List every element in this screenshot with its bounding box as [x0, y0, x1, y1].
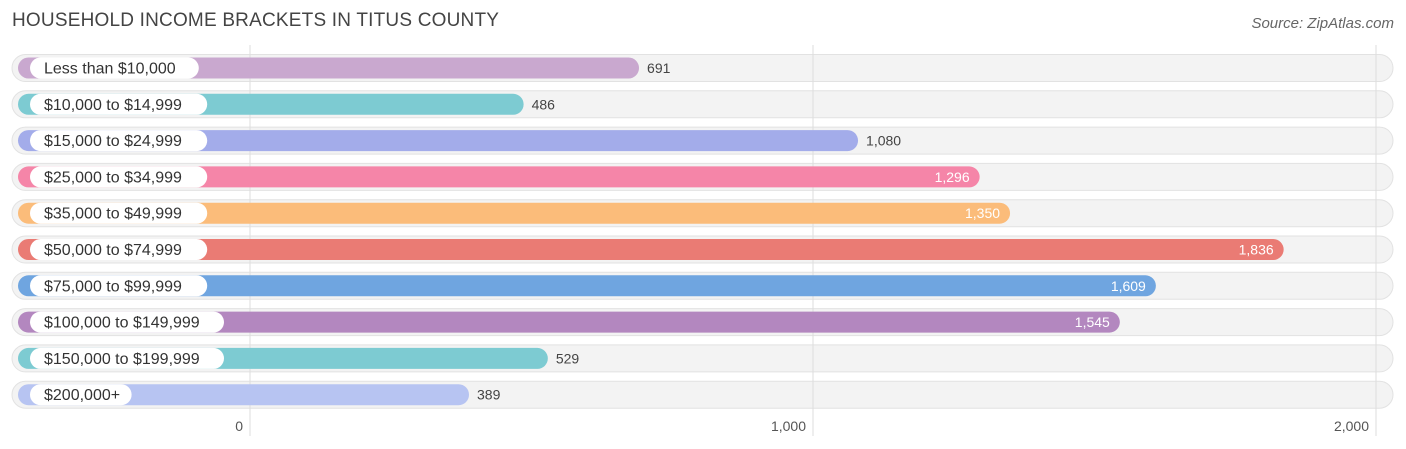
value-label: 529 [556, 350, 580, 366]
x-tick-label: 0 [235, 418, 243, 434]
category-label: $200,000+ [44, 387, 120, 404]
x-tick-label: 1,000 [771, 418, 806, 434]
chart-source: Source: ZipAtlas.com [1251, 15, 1394, 32]
value-label: 1,609 [1111, 278, 1146, 294]
value-label: 1,080 [866, 133, 901, 149]
category-label: $35,000 to $49,999 [44, 206, 182, 223]
value-label: 691 [647, 60, 671, 76]
value-label: 486 [532, 96, 556, 112]
x-tick-label: 2,000 [1334, 418, 1369, 434]
category-label-background [30, 130, 208, 152]
category-label: $50,000 to $74,999 [44, 242, 182, 259]
value-label: 1,836 [1239, 242, 1274, 258]
category-label-background [30, 384, 132, 406]
bar [18, 239, 1284, 260]
category-label: $25,000 to $34,999 [44, 169, 182, 186]
category-label: $100,000 to $149,999 [44, 315, 200, 332]
value-label: 1,545 [1075, 314, 1110, 330]
category-label-background [30, 239, 208, 260]
bar [18, 166, 980, 188]
category-label: $75,000 to $99,999 [44, 278, 182, 295]
category-label-background [30, 166, 208, 188]
category-label-background [30, 311, 224, 333]
value-label: 1,296 [935, 169, 970, 185]
category-label: $150,000 to $199,999 [44, 351, 200, 368]
category-label-background [30, 202, 208, 224]
bar [18, 311, 1120, 333]
category-label: $10,000 to $14,999 [44, 97, 182, 114]
category-label-background [30, 275, 208, 297]
value-label: 389 [477, 387, 501, 403]
bar [18, 384, 470, 406]
value-label: 1,350 [965, 205, 1000, 221]
bar [18, 130, 859, 152]
category-label-background [30, 57, 199, 79]
category-label: $15,000 to $24,999 [44, 133, 182, 150]
bar [18, 202, 1011, 224]
chart-title: HOUSEHOLD INCOME BRACKETS IN TITUS COUNT… [12, 10, 500, 31]
bar [18, 275, 1156, 297]
category-label-background [30, 93, 208, 115]
category-label: Less than $10,000 [44, 61, 176, 78]
category-label-background [30, 347, 224, 369]
